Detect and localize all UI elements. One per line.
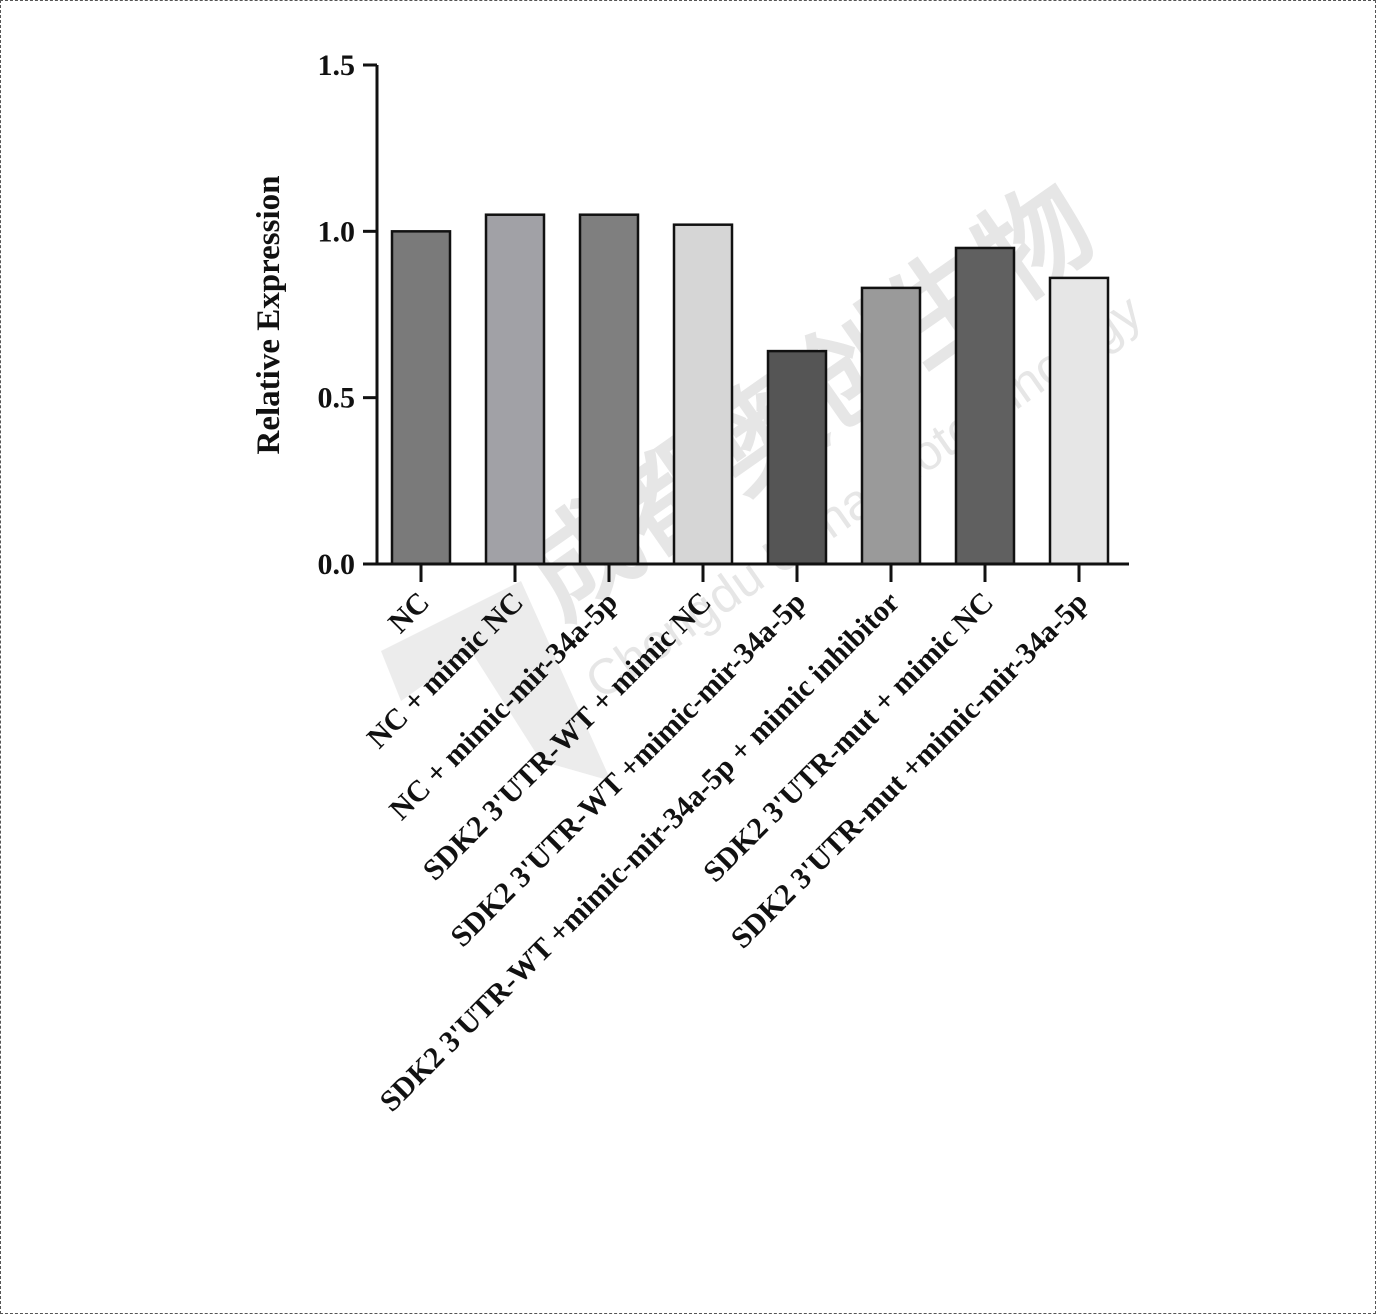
y-tick-label: 0.0: [318, 548, 356, 581]
y-tick-label: 0.5: [318, 382, 356, 415]
axes-group: 0.0 0.5 1.0 1.5: [318, 49, 1129, 582]
y-axis-title: Relative Expression: [251, 176, 287, 455]
watermark-logo: [381, 581, 611, 781]
bar: [578, 213, 640, 566]
bars-group: [390, 213, 1110, 566]
bar: [1048, 276, 1110, 566]
bar: [484, 213, 546, 566]
bar: [390, 230, 452, 566]
bar: [672, 223, 734, 566]
bar: [766, 349, 828, 566]
y-tick-label: 1.5: [318, 49, 356, 82]
bar: [860, 286, 922, 566]
bar: [954, 246, 1016, 566]
x-tick-label: SDK2 3'UTR-mut +mimic-mir-34a-5p: [725, 586, 1094, 955]
y-tick-label: 1.0: [318, 215, 356, 248]
